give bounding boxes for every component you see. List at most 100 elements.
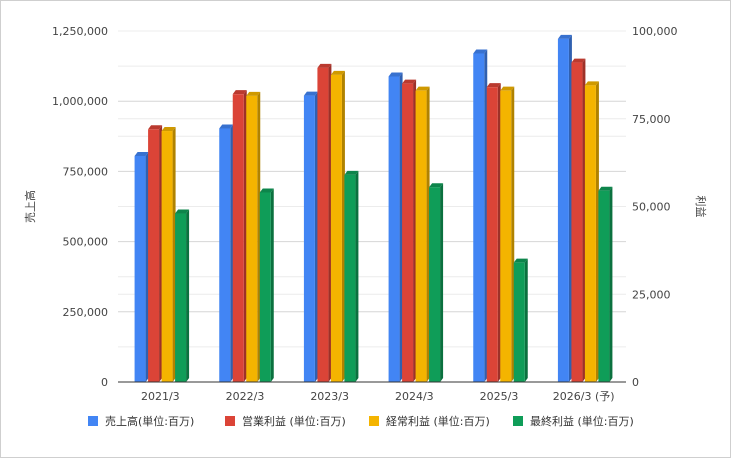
bar-top (246, 91, 261, 96)
legend-swatch (513, 416, 523, 426)
legend-swatch (88, 416, 98, 426)
bar-top (303, 91, 318, 96)
bar (402, 83, 414, 383)
bar-side (568, 34, 572, 383)
bar (584, 85, 596, 382)
bar-side (186, 209, 190, 382)
bar-top (473, 49, 488, 54)
y2-tick-label: 50,000 (632, 201, 671, 214)
bar-side (355, 170, 359, 382)
x-tick-label: 2021/3 (141, 390, 180, 403)
bar-side (270, 188, 274, 382)
x-tick-label: 2025/3 (480, 390, 519, 403)
bar (161, 131, 173, 382)
bar-top (388, 72, 403, 77)
bar-side (609, 186, 613, 382)
bar (246, 95, 258, 382)
bar (303, 95, 315, 383)
x-tick-label: 2023/3 (310, 390, 349, 403)
legend-swatch (369, 416, 379, 426)
bar-side (172, 127, 176, 382)
bar (344, 174, 356, 382)
y-tick-label: 1,000,000 (52, 95, 108, 108)
bar-top (571, 58, 586, 63)
bar (500, 90, 512, 383)
bar (134, 155, 146, 382)
y-axis-title: 売上高 (23, 190, 37, 223)
bar-top (486, 83, 501, 88)
bar (513, 262, 525, 382)
bar (148, 129, 160, 382)
bar (429, 187, 441, 382)
x-tick-label: 2024/3 (395, 390, 434, 403)
y2-tick-label: 25,000 (632, 288, 671, 301)
bar-top (175, 209, 190, 214)
bar-top (429, 183, 444, 188)
y-tick-label: 750,000 (63, 165, 109, 178)
bar-top (584, 81, 599, 86)
bar-side (582, 58, 586, 383)
bar-side (413, 79, 417, 383)
bar-side (511, 86, 515, 383)
y-tick-label: 500,000 (63, 236, 109, 249)
bar (473, 53, 485, 383)
bar-side (524, 258, 528, 382)
bar-side (341, 70, 345, 382)
bar-top (148, 125, 163, 130)
bar (557, 38, 569, 383)
bar-side (257, 91, 261, 382)
bar-side (328, 63, 332, 382)
bar-side (243, 90, 247, 383)
bar-side (159, 125, 163, 382)
bar-side (497, 83, 501, 382)
bar-side (595, 81, 599, 382)
x-tick-label: 2026/3 (予) (553, 390, 615, 403)
bar-side (314, 91, 318, 383)
bar-top (134, 151, 149, 156)
bar-top (317, 63, 332, 68)
y2-axis-title: 利益 (694, 196, 708, 218)
x-tick-label: 2022/3 (226, 390, 265, 403)
bar-top (415, 86, 430, 91)
legend-label: 営業利益 (単位:百万) (242, 414, 346, 428)
bar-top (330, 70, 345, 75)
bar-top (500, 86, 515, 91)
y2-tick-label: 0 (632, 376, 639, 389)
legend-label: 売上高(単位:百万) (105, 414, 194, 428)
bar-side (426, 86, 430, 383)
bar-top (161, 127, 176, 132)
y2-tick-label: 100,000 (632, 25, 678, 38)
bar-top (598, 186, 613, 191)
bar (175, 213, 187, 382)
bar-side (484, 49, 488, 383)
bar (388, 76, 400, 383)
bar (259, 192, 271, 382)
bar (486, 87, 498, 382)
bar (330, 74, 342, 382)
bar-side (440, 183, 444, 382)
bar-side (145, 151, 149, 382)
bar-top (344, 170, 359, 175)
bar (232, 94, 244, 383)
bar (571, 62, 583, 383)
bar-side (399, 72, 403, 383)
y2-tick-label: 75,000 (632, 113, 671, 126)
bar (219, 128, 231, 382)
bar-top (402, 79, 417, 84)
bar-side (230, 124, 234, 383)
legend-swatch (225, 416, 235, 426)
y-tick-label: 1,250,000 (52, 25, 108, 38)
bar-top (513, 258, 528, 263)
bar (317, 67, 329, 382)
y-tick-label: 250,000 (63, 306, 109, 319)
bar-top (259, 188, 274, 193)
bar-top (219, 124, 234, 129)
legend-label: 経常利益 (単位:百万) (386, 414, 490, 428)
bar (415, 90, 427, 383)
y-tick-label: 0 (101, 376, 108, 389)
bar-top (232, 90, 247, 95)
legend-label: 最終利益 (単位:百万) (530, 414, 634, 428)
bar-top (557, 34, 572, 39)
bar (598, 190, 610, 382)
